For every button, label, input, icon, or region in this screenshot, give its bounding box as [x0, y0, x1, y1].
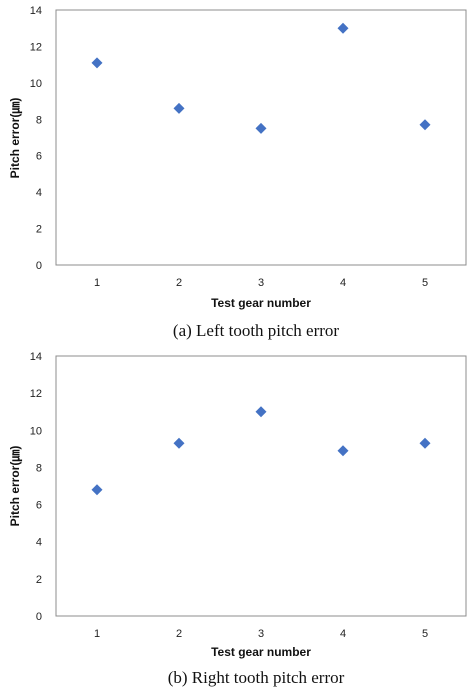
y-tick-label: 10 — [30, 78, 42, 90]
y-tick-label: 4 — [36, 187, 42, 199]
y-axis-title: Pitch error(㎛) — [8, 98, 22, 179]
data-point — [91, 484, 103, 496]
data-points — [91, 22, 431, 134]
data-point — [173, 102, 185, 114]
x-tick-label: 4 — [340, 277, 346, 289]
chart-caption: (a) Left tooth pitch error — [173, 321, 339, 340]
data-point — [419, 437, 431, 449]
y-tick-label: 0 — [36, 611, 42, 623]
y-tick-label: 12 — [30, 388, 42, 400]
y-tick-label: 12 — [30, 41, 42, 53]
x-tick-label: 3 — [258, 628, 264, 640]
x-axis-title: Test gear number — [211, 645, 311, 659]
y-tick-label: 2 — [36, 224, 42, 236]
x-tick-label: 2 — [176, 277, 182, 289]
x-tick-label: 3 — [258, 277, 264, 289]
data-points — [91, 406, 431, 496]
y-tick-label: 6 — [36, 500, 42, 512]
y-tick-labels: 0 2 4 6 8 10 12 14 — [30, 351, 42, 623]
y-tick-label: 14 — [30, 5, 42, 17]
data-point — [173, 437, 185, 449]
data-point — [255, 122, 267, 134]
y-tick-label: 4 — [36, 537, 42, 549]
y-tick-label: 10 — [30, 425, 42, 437]
x-tick-label: 5 — [422, 628, 428, 640]
x-tick-label: 1 — [94, 277, 100, 289]
chart-caption: (b) Right tooth pitch error — [168, 668, 345, 687]
x-tick-labels: 1 2 3 4 5 — [94, 628, 428, 640]
y-tick-label: 0 — [36, 260, 42, 272]
data-point — [337, 22, 349, 34]
x-tick-label: 1 — [94, 628, 100, 640]
x-tick-label: 2 — [176, 628, 182, 640]
y-tick-labels: 0 2 4 6 8 10 12 14 — [30, 5, 42, 272]
plot-area — [55, 355, 467, 617]
data-point — [91, 57, 103, 69]
y-tick-label: 8 — [36, 114, 42, 126]
y-tick-label: 14 — [30, 351, 42, 363]
y-tick-label: 2 — [36, 574, 42, 586]
y-tick-label: 8 — [36, 462, 42, 474]
x-axis-title: Test gear number — [211, 296, 311, 310]
plot-area — [55, 9, 467, 266]
y-axis-title: Pitch error(㎛) — [8, 446, 22, 527]
x-tick-label: 5 — [422, 277, 428, 289]
x-tick-labels: 1 2 3 4 5 — [94, 277, 428, 289]
y-tick-label: 6 — [36, 151, 42, 163]
x-tick-label: 4 — [340, 628, 346, 640]
data-point — [337, 445, 349, 457]
data-point — [419, 119, 431, 131]
data-point — [255, 406, 267, 418]
